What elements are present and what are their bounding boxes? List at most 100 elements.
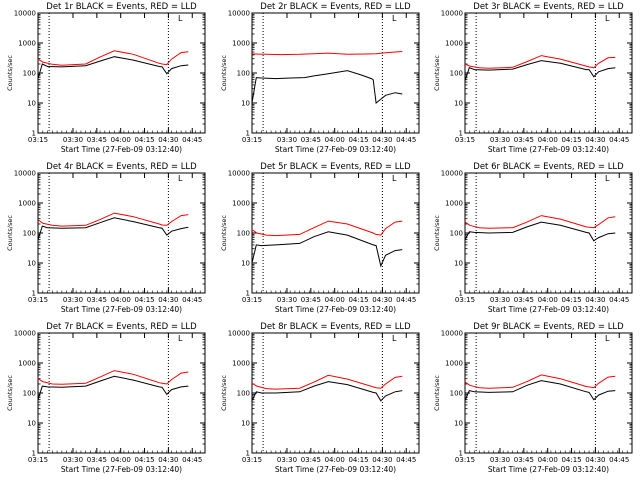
series-lld-line (251, 220, 403, 237)
x-axis-label: Start Time (27-Feb-09 03:12:40) (488, 465, 609, 474)
y-axis-label: Counts/sec (433, 215, 441, 251)
y-tick-label: 100 (23, 70, 36, 78)
y-tick-label: 10 (454, 260, 463, 268)
panel-7: Det 7r BLACK = Events, RED = LLD Counts/s… (6, 322, 206, 474)
x-tick-label: 04:45 (396, 456, 416, 464)
x-axis-label: Start Time (27-Feb-09 03:12:40) (61, 465, 182, 474)
x-tick-label: 04:15 (561, 296, 581, 304)
panel-9: Det 9r BLACK = Events, RED = LLD Counts/s… (433, 322, 633, 474)
series-lld-line (464, 215, 616, 229)
x-tick-label: 04:30 (372, 136, 392, 144)
legend-marker: L (392, 334, 397, 343)
y-tick-label: 1 (32, 290, 36, 298)
y-tick-label: 100 (450, 230, 463, 238)
y-tick-label: 1000 (445, 200, 463, 208)
x-tick-label: 03:45 (514, 136, 534, 144)
y-axis-label: Counts/sec (6, 55, 14, 91)
series-lld-line (37, 50, 189, 66)
series-lld-line (37, 212, 189, 227)
x-tick-label: 03:30 (63, 136, 83, 144)
panel-4: Det 4r BLACK = Events, RED = LLD Counts/s… (6, 162, 206, 314)
x-tick-label: 04:30 (158, 136, 178, 144)
y-tick-label: 100 (237, 230, 250, 238)
y-tick-label: 10000 (14, 10, 36, 18)
plot-frame (37, 12, 206, 134)
y-tick-label: 10000 (228, 330, 250, 338)
y-axis-label: Counts/sec (6, 375, 14, 411)
x-tick-label: 03:30 (277, 296, 297, 304)
x-tick-label: 04:00 (538, 456, 558, 464)
x-tick-label: 04:15 (348, 136, 368, 144)
x-tick-label: 03:30 (277, 136, 297, 144)
legend-marker: L (605, 334, 610, 343)
x-tick-label: 04:45 (609, 296, 629, 304)
panel-5: Det 5r BLACK = Events, RED = LLD Counts/s… (220, 162, 420, 314)
legend-marker: L (392, 174, 397, 183)
x-tick-label: 03:45 (87, 136, 107, 144)
x-tick-label: 04:30 (372, 456, 392, 464)
x-tick-label: 04:45 (396, 296, 416, 304)
y-tick-label: 10 (27, 420, 36, 428)
y-tick-label: 1000 (18, 360, 36, 368)
x-axis-label: Start Time (27-Feb-09 03:12:40) (61, 145, 182, 154)
y-tick-label: 10 (241, 100, 250, 108)
x-tick-label: 04:00 (111, 296, 131, 304)
x-tick-label: 03:45 (301, 456, 321, 464)
x-tick-label: 04:15 (134, 296, 154, 304)
x-tick-label: 03:15 (242, 296, 262, 304)
x-tick-label: 04:15 (561, 136, 581, 144)
x-tick-label: 03:45 (301, 296, 321, 304)
y-tick-label: 10 (241, 420, 250, 428)
x-tick-label: 04:00 (538, 136, 558, 144)
x-tick-label: 04:00 (538, 296, 558, 304)
y-tick-label: 10000 (228, 170, 250, 178)
y-tick-label: 1000 (445, 360, 463, 368)
x-tick-label: 04:30 (585, 296, 605, 304)
series-events-line (37, 56, 189, 79)
series-events-line (37, 217, 189, 240)
y-axis-label: Counts/sec (433, 375, 441, 411)
x-tick-label: 03:45 (87, 456, 107, 464)
y-tick-label: 100 (450, 390, 463, 398)
panel-title: Det 5r BLACK = Events, RED = LLD (260, 162, 411, 172)
y-tick-label: 1 (459, 130, 463, 138)
series-lld-line (464, 55, 616, 69)
x-axis-label: Start Time (27-Feb-09 03:12:40) (275, 465, 396, 474)
plot-frame (37, 172, 206, 294)
x-tick-label: 03:30 (490, 456, 510, 464)
x-tick-label: 03:45 (301, 136, 321, 144)
x-tick-label: 04:00 (325, 456, 345, 464)
x-tick-label: 04:45 (182, 456, 202, 464)
y-tick-label: 10000 (14, 170, 36, 178)
series-events-line (464, 380, 616, 401)
plot-frame (464, 12, 633, 134)
y-tick-label: 100 (450, 70, 463, 78)
panel-title: Det 8r BLACK = Events, RED = LLD (260, 322, 411, 332)
x-tick-label: 03:45 (514, 296, 534, 304)
x-tick-label: 04:30 (158, 296, 178, 304)
x-tick-label: 03:15 (455, 296, 475, 304)
x-tick-label: 04:00 (111, 136, 131, 144)
y-tick-label: 10000 (441, 10, 463, 18)
x-tick-label: 04:15 (348, 296, 368, 304)
x-tick-label: 04:15 (348, 456, 368, 464)
plot-frame (37, 332, 206, 454)
x-axis-label: Start Time (27-Feb-09 03:12:40) (61, 305, 182, 314)
x-tick-label: 03:45 (514, 456, 534, 464)
y-tick-label: 100 (23, 390, 36, 398)
y-tick-label: 1000 (18, 200, 36, 208)
panel-2: Det 2r BLACK = Events, RED = LLD Counts/s… (220, 2, 420, 154)
legend-marker: L (605, 14, 610, 23)
x-tick-label: 04:45 (609, 456, 629, 464)
y-tick-label: 1000 (18, 40, 36, 48)
y-tick-label: 1 (459, 450, 463, 458)
x-tick-label: 04:45 (182, 136, 202, 144)
y-axis-label: Counts/sec (220, 375, 228, 411)
x-axis-label: Start Time (27-Feb-09 03:12:40) (488, 145, 609, 154)
legend-marker: L (178, 14, 183, 23)
x-tick-label: 03:30 (277, 456, 297, 464)
y-tick-label: 10000 (441, 170, 463, 178)
legend-marker: L (178, 174, 183, 183)
series-lld-line (37, 370, 189, 385)
x-tick-label: 04:45 (182, 296, 202, 304)
